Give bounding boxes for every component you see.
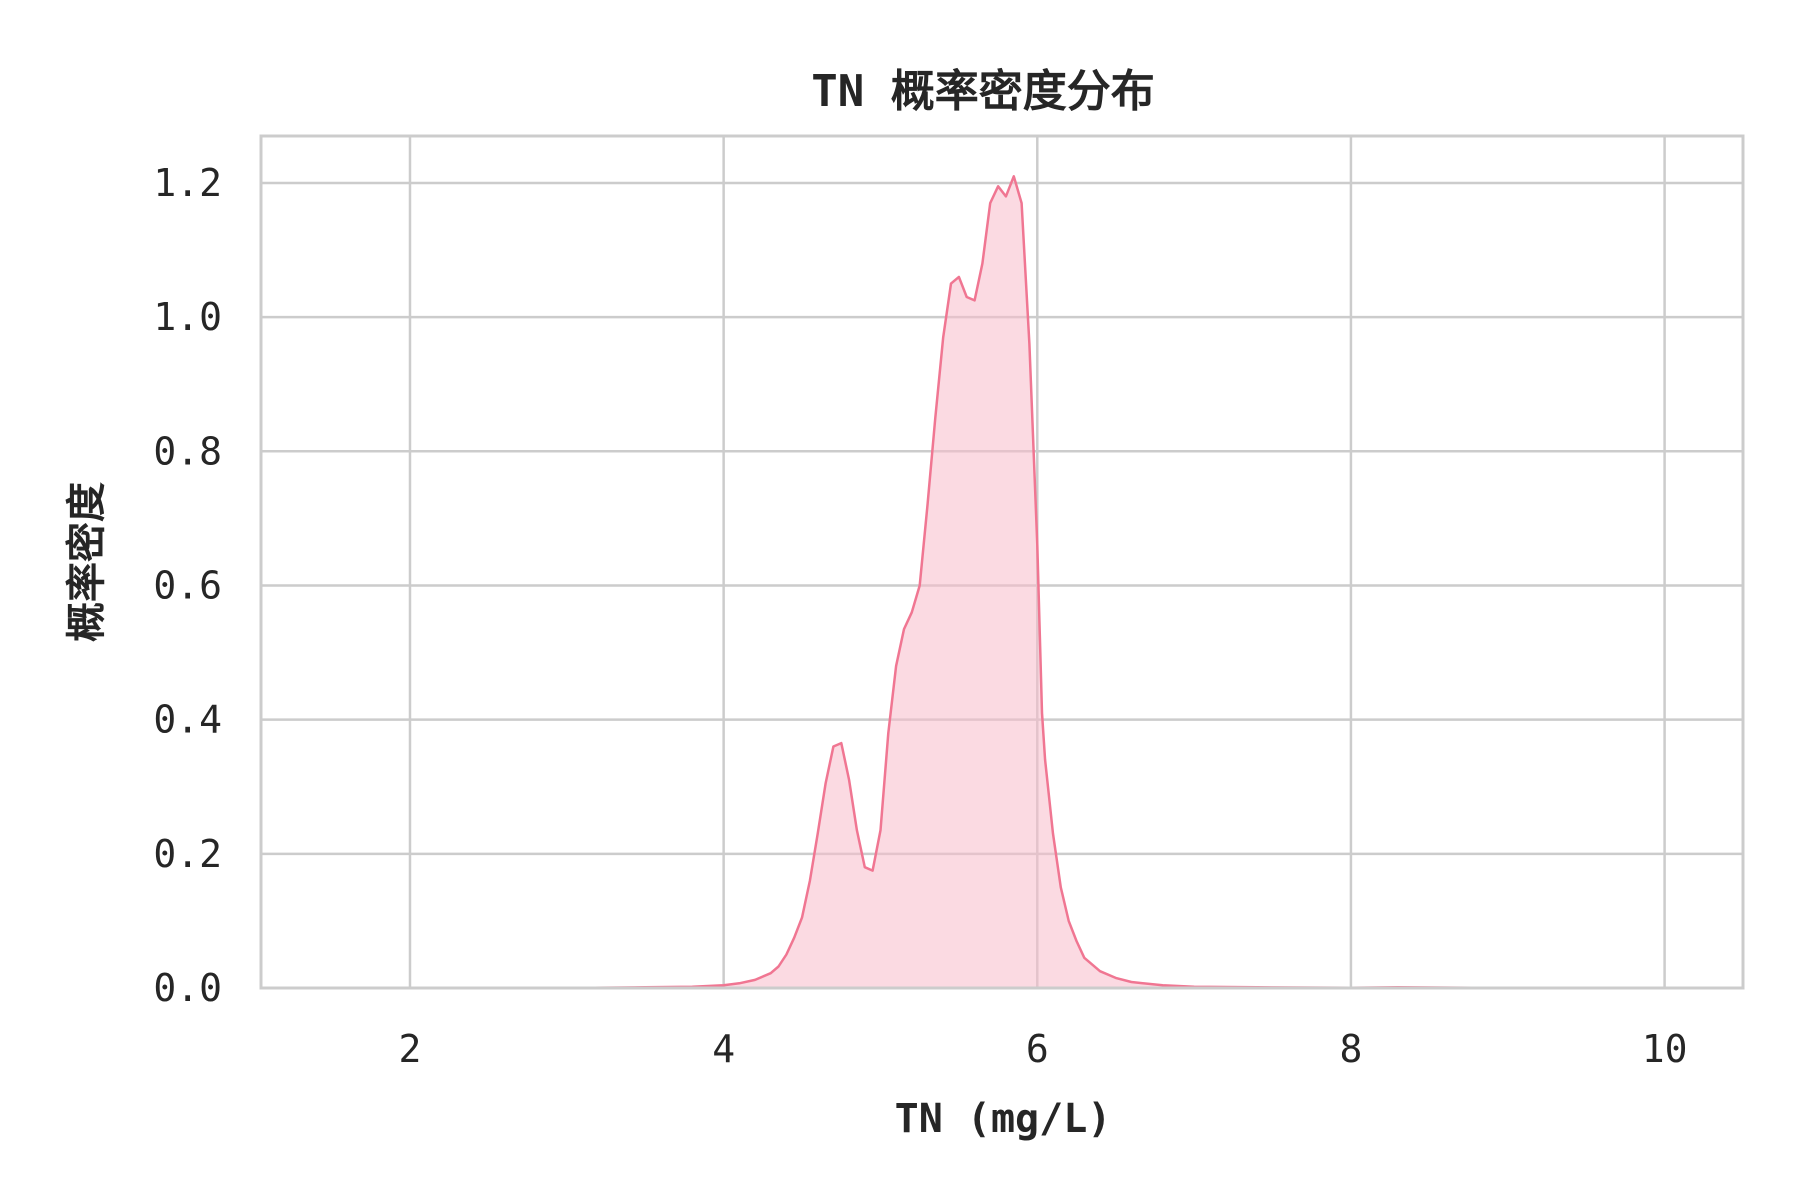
y-axis-ticks: 0.0 0.2 0.4 0.6 0.8 1.0 1.2 bbox=[153, 161, 222, 1010]
chart-title: TN 概率密度分布 bbox=[811, 66, 1154, 117]
y-tick-label: 0.0 bbox=[153, 966, 222, 1010]
x-tick-label: 6 bbox=[1026, 1027, 1049, 1071]
x-axis-ticks: 2 4 6 8 10 bbox=[399, 1027, 1688, 1071]
y-tick-label: 1.2 bbox=[153, 161, 222, 205]
x-axis-label: TN (mg/L) bbox=[895, 1096, 1112, 1142]
y-tick-label: 0.8 bbox=[153, 429, 222, 473]
x-tick-label: 2 bbox=[399, 1027, 422, 1071]
y-tick-label: 1.0 bbox=[153, 295, 222, 339]
y-tick-label: 0.2 bbox=[153, 832, 222, 876]
x-tick-label: 8 bbox=[1339, 1027, 1362, 1071]
x-tick-label: 10 bbox=[1642, 1027, 1688, 1071]
density-line bbox=[261, 175, 1743, 990]
density-area bbox=[261, 175, 1743, 990]
y-tick-label: 0.4 bbox=[153, 698, 222, 742]
plot-frame bbox=[259, 134, 1745, 990]
y-axis-label: 概率密度 bbox=[64, 482, 110, 642]
x-tick-label: 4 bbox=[712, 1027, 735, 1071]
density-fill bbox=[261, 176, 1743, 989]
y-tick-label: 0.6 bbox=[153, 563, 222, 607]
